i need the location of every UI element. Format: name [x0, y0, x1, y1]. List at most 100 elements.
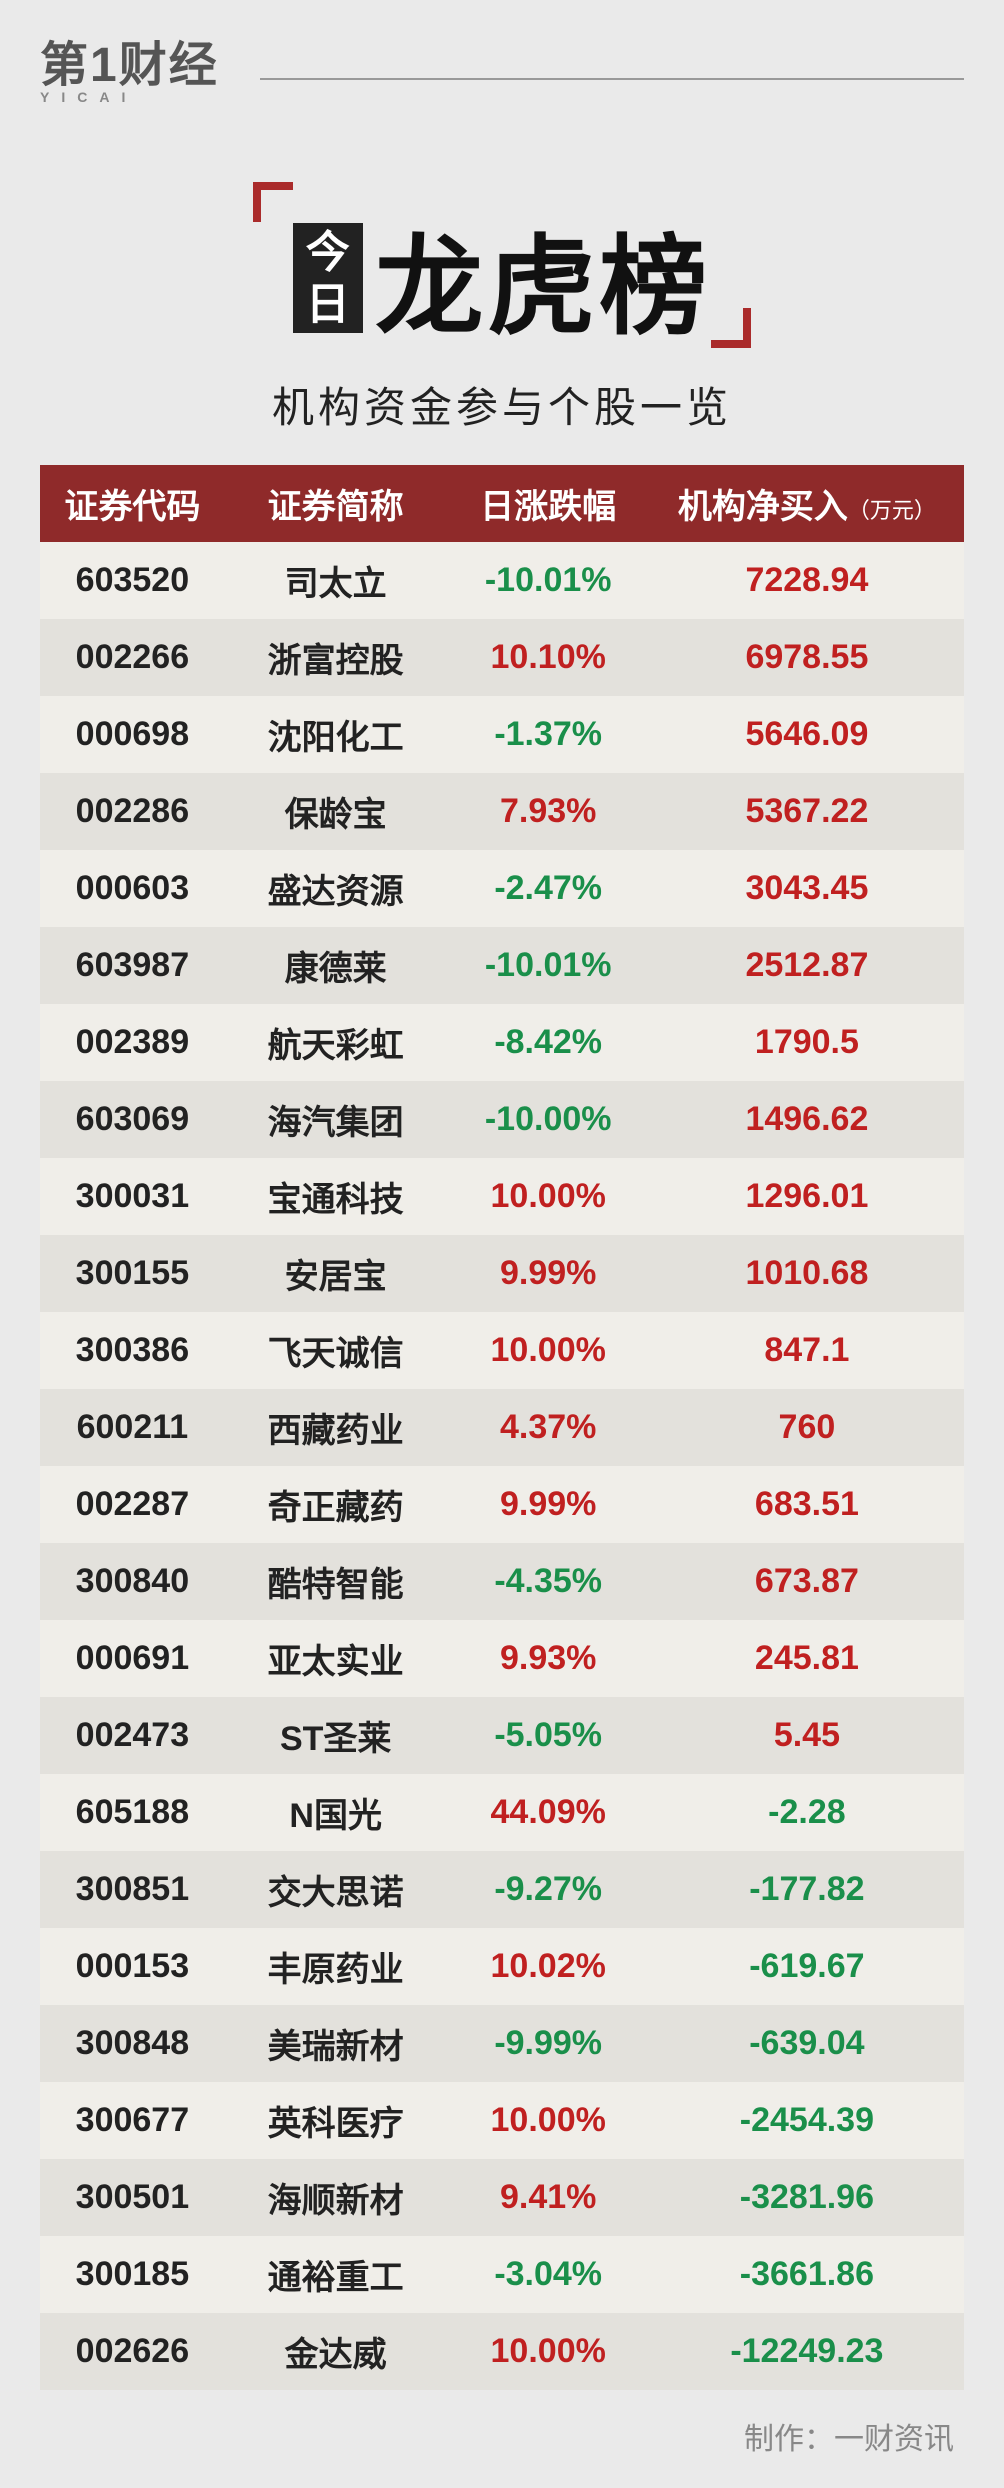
cell-change: 10.00%: [447, 1158, 650, 1235]
cell-net: -639.04: [650, 2005, 964, 2082]
table-row: 002473ST圣莱-5.05%5.45: [40, 1697, 964, 1774]
bracket-bottom-right-icon: [711, 308, 751, 348]
subtitle: 机构资金参与个股一览: [0, 374, 1004, 435]
cell-change: 9.93%: [447, 1620, 650, 1697]
header-bar: 第1财经 YICAI: [0, 0, 1004, 160]
cell-code: 002626: [40, 2313, 225, 2390]
cell-change: -9.27%: [447, 1851, 650, 1928]
cell-net: 245.81: [650, 1620, 964, 1697]
cell-net: 673.87: [650, 1543, 964, 1620]
cell-net: 1010.68: [650, 1235, 964, 1312]
cell-change: -8.42%: [447, 1004, 650, 1081]
cell-net: 683.51: [650, 1466, 964, 1543]
cell-code: 000153: [40, 1928, 225, 2005]
cell-net: -177.82: [650, 1851, 964, 1928]
brand-logo: 第1财经 YICAI: [40, 25, 219, 105]
cell-change: -10.01%: [447, 542, 650, 619]
cell-name: 盛达资源: [225, 850, 447, 927]
title-main: 今日 龙虎榜: [293, 200, 711, 356]
cell-change: 7.93%: [447, 773, 650, 850]
cell-net: 1296.01: [650, 1158, 964, 1235]
page: 第1财经 YICAI 今日 龙虎榜 机构资金参与个股一览 证券代码证券简称日涨跌…: [0, 0, 1004, 2488]
cell-name: 宝通科技: [225, 1158, 447, 1235]
cell-code: 603520: [40, 542, 225, 619]
table-row: 300386飞天诚信10.00%847.1: [40, 1312, 964, 1389]
cell-code: 002389: [40, 1004, 225, 1081]
table-row: 300851交大思诺-9.27%-177.82: [40, 1851, 964, 1928]
table-row: 000603盛达资源-2.47%3043.45: [40, 850, 964, 927]
cell-name: 航天彩虹: [225, 1004, 447, 1081]
table-row: 300840酷特智能-4.35%673.87: [40, 1543, 964, 1620]
cell-code: 300848: [40, 2005, 225, 2082]
cell-net: 1496.62: [650, 1081, 964, 1158]
cell-change: -3.04%: [447, 2236, 650, 2313]
table-row: 000691亚太实业9.93%245.81: [40, 1620, 964, 1697]
table-row: 600211西藏药业4.37%760: [40, 1389, 964, 1466]
cell-code: 002286: [40, 773, 225, 850]
cell-net: 847.1: [650, 1312, 964, 1389]
cell-net: -12249.23: [650, 2313, 964, 2390]
table-head-row: 证券代码证券简称日涨跌幅机构净买入（万元）: [40, 465, 964, 542]
table-wrap: 证券代码证券简称日涨跌幅机构净买入（万元） 603520司太立-10.01%72…: [0, 465, 1004, 2390]
cell-code: 300851: [40, 1851, 225, 1928]
cell-change: 9.99%: [447, 1235, 650, 1312]
cell-name: 飞天诚信: [225, 1312, 447, 1389]
cell-name: 酷特智能: [225, 1543, 447, 1620]
col-header-name: 证券简称: [225, 465, 447, 542]
cell-code: 300677: [40, 2082, 225, 2159]
cell-name: N国光: [225, 1774, 447, 1851]
cell-code: 000691: [40, 1620, 225, 1697]
cell-code: 300031: [40, 1158, 225, 1235]
cell-change: 4.37%: [447, 1389, 650, 1466]
cell-code: 605188: [40, 1774, 225, 1851]
cell-change: -2.47%: [447, 850, 650, 927]
table-row: 002626金达威10.00%-12249.23: [40, 2313, 964, 2390]
cell-change: -9.99%: [447, 2005, 650, 2082]
cell-name: 浙富控股: [225, 619, 447, 696]
table-body: 603520司太立-10.01%7228.94002266浙富控股10.10%6…: [40, 542, 964, 2390]
cell-code: 000698: [40, 696, 225, 773]
cell-change: 10.10%: [447, 619, 650, 696]
cell-name: ST圣莱: [225, 1697, 447, 1774]
stock-table: 证券代码证券简称日涨跌幅机构净买入（万元） 603520司太立-10.01%72…: [40, 465, 964, 2390]
header-divider: [260, 78, 964, 80]
cell-net: -619.67: [650, 1928, 964, 2005]
cell-name: 保龄宝: [225, 773, 447, 850]
cell-net: -2454.39: [650, 2082, 964, 2159]
cell-change: -4.35%: [447, 1543, 650, 1620]
cell-code: 603069: [40, 1081, 225, 1158]
cell-net: 6978.55: [650, 619, 964, 696]
table-row: 300677英科医疗10.00%-2454.39: [40, 2082, 964, 2159]
col-header-change: 日涨跌幅: [447, 465, 650, 542]
cell-code: 000603: [40, 850, 225, 927]
cell-code: 300840: [40, 1543, 225, 1620]
cell-net: 5367.22: [650, 773, 964, 850]
cell-name: 康德莱: [225, 927, 447, 1004]
cell-name: 安居宝: [225, 1235, 447, 1312]
cell-name: 金达威: [225, 2313, 447, 2390]
cell-change: 9.99%: [447, 1466, 650, 1543]
col-header-code: 证券代码: [40, 465, 225, 542]
cell-name: 英科医疗: [225, 2082, 447, 2159]
cell-net: 5646.09: [650, 696, 964, 773]
cell-code: 300155: [40, 1235, 225, 1312]
cell-code: 002473: [40, 1697, 225, 1774]
cell-name: 亚太实业: [225, 1620, 447, 1697]
title-today-badge: 今日: [293, 223, 363, 333]
table-row: 300031宝通科技10.00%1296.01: [40, 1158, 964, 1235]
bracket-top-left-icon: [253, 182, 293, 222]
cell-change: 10.00%: [447, 1312, 650, 1389]
table-head: 证券代码证券简称日涨跌幅机构净买入（万元）: [40, 465, 964, 542]
cell-net: 5.45: [650, 1697, 964, 1774]
cell-net: 2512.87: [650, 927, 964, 1004]
cell-change: -1.37%: [447, 696, 650, 773]
cell-net: -2.28: [650, 1774, 964, 1851]
cell-name: 美瑞新材: [225, 2005, 447, 2082]
cell-change: 10.00%: [447, 2313, 650, 2390]
footer-credit: 制作：一财资讯: [0, 2390, 1004, 2458]
cell-code: 603987: [40, 927, 225, 1004]
cell-name: 通裕重工: [225, 2236, 447, 2313]
cell-name: 奇正藏药: [225, 1466, 447, 1543]
cell-name: 海汽集团: [225, 1081, 447, 1158]
col-header-net: 机构净买入（万元）: [650, 465, 964, 542]
